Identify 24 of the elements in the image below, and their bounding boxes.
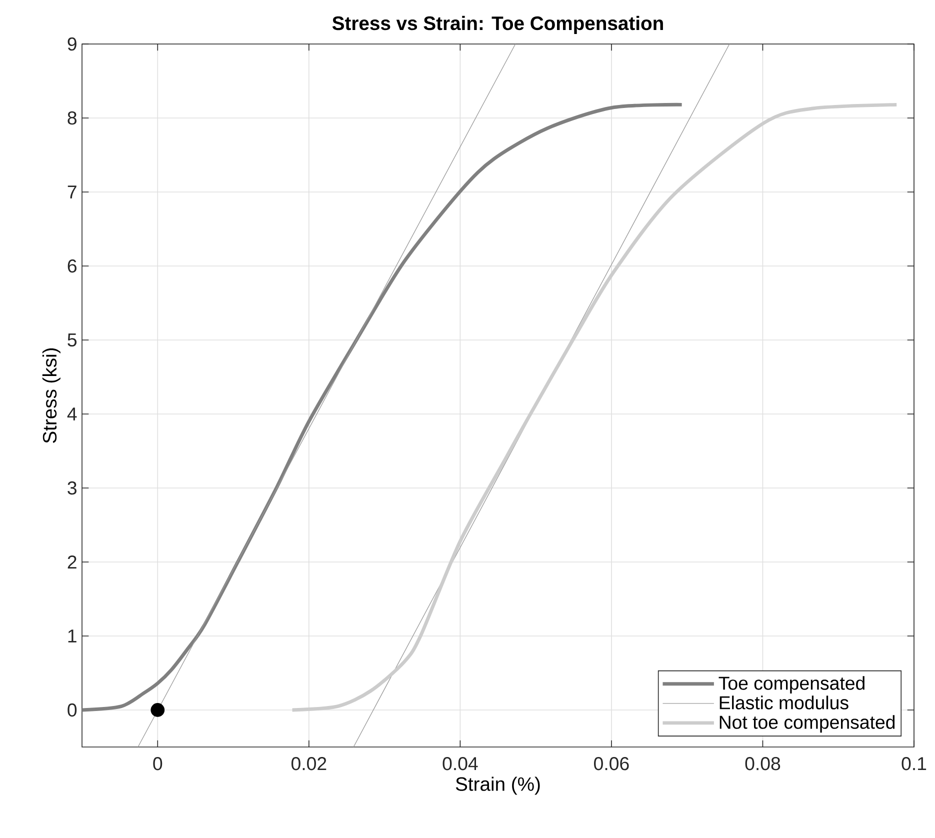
x-tick-label: 0.08 [745, 757, 780, 770]
line-series [290, 102, 898, 712]
y-tick-label: 7 [68, 186, 76, 198]
x-tick-label: 0.1 [902, 757, 926, 770]
x-tick-label: 0.06 [594, 757, 629, 770]
x-tick-label: 0.02 [291, 757, 326, 770]
x-tick-label: 0.04 [442, 757, 478, 770]
legend-label: Toe compensated [718, 676, 864, 694]
legend-label: Elastic modulus [720, 696, 848, 710]
y-tick-label: 0 [68, 703, 77, 717]
y-tick-label: 1 [68, 630, 76, 642]
y-tick-label: 4 [67, 408, 77, 420]
x-tick-label: 0 [153, 757, 162, 770]
y-tick-label: 9 [68, 37, 76, 51]
y-tick-label: 2 [68, 555, 76, 569]
y-tick-label: 8 [68, 111, 76, 125]
chart-title: Stress vs Strain: Toe Compensation [332, 16, 663, 34]
legend-label: Not toe compensated [720, 715, 895, 733]
y-tick-label: 3 [68, 481, 76, 495]
line-series [82, 102, 684, 712]
y-tick-label: 6 [68, 259, 76, 273]
x-axis-title: Strain (%) [456, 776, 540, 795]
y-tick-label: 5 [68, 333, 77, 347]
y-axis-title: Stress (ksi) [42, 348, 60, 443]
